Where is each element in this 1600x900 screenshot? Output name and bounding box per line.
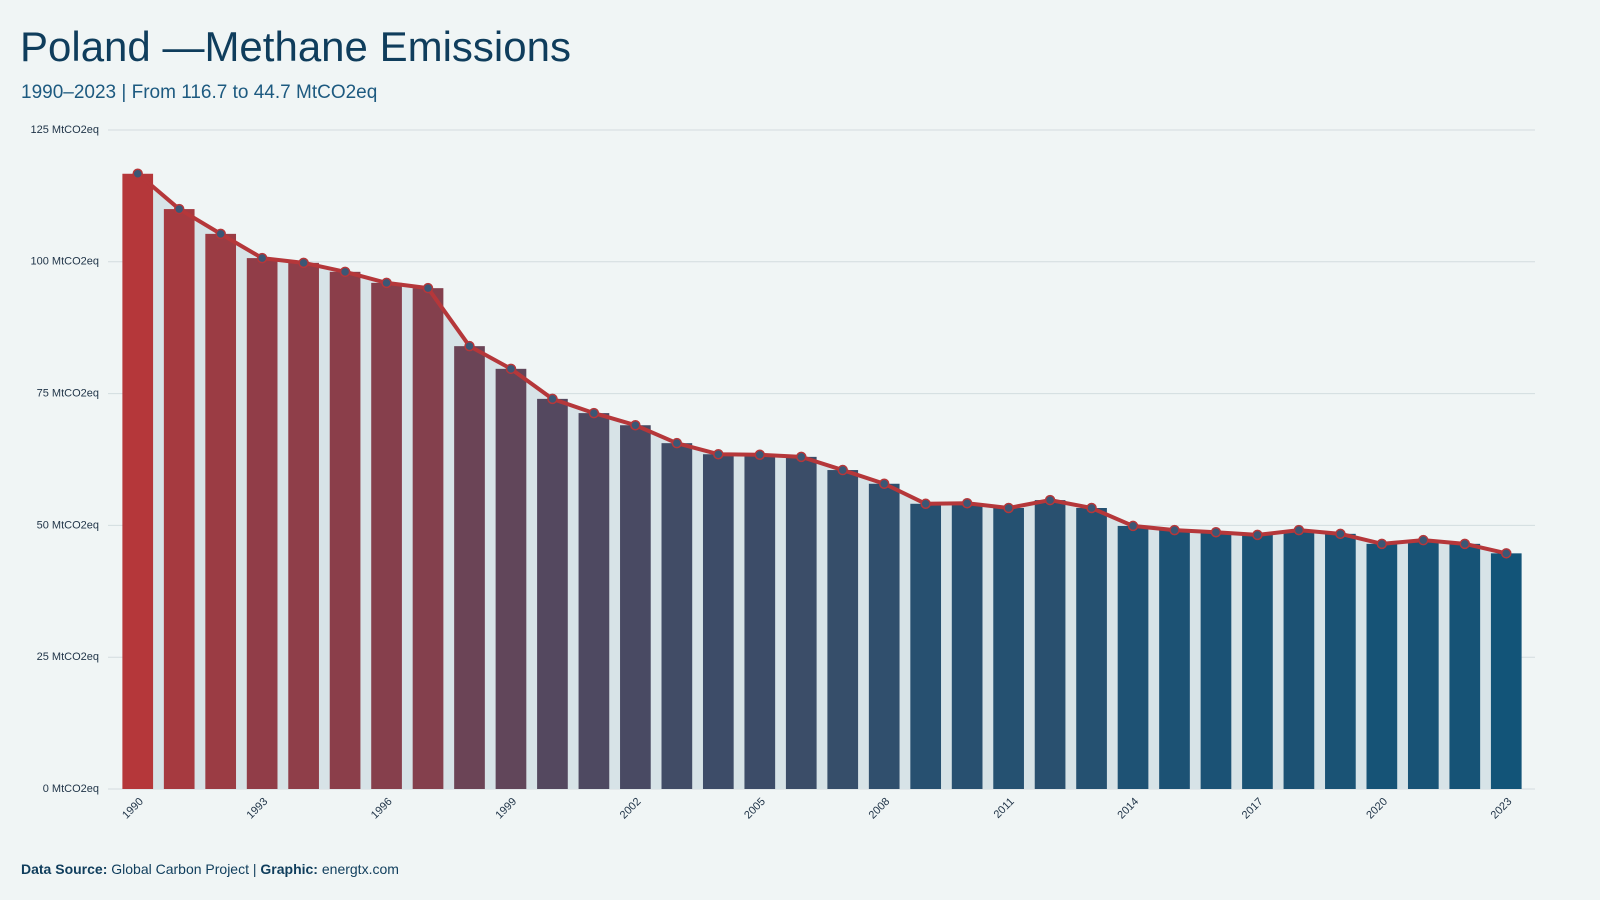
marker: [961, 498, 973, 509]
marker: [671, 437, 683, 449]
bar: [329, 271, 361, 790]
bar: [495, 368, 527, 789]
x-tick-label: 1999: [493, 796, 519, 822]
marker: [630, 419, 641, 431]
bar: [371, 282, 402, 789]
footer-graphic: energtx.com: [322, 861, 399, 877]
chart-title: Poland —Methane Emissions: [20, 23, 571, 70]
marker: [1252, 529, 1263, 541]
marker: [1335, 528, 1346, 540]
bar: [454, 346, 485, 789]
marker: [464, 340, 475, 352]
marker: [298, 257, 309, 269]
x-tick-label: 2005: [742, 796, 768, 822]
bar: [744, 454, 776, 789]
bar: [1407, 540, 1439, 789]
marker: [215, 228, 226, 240]
bar: [205, 233, 237, 789]
y-tick-label: 75 MtCO2eq: [37, 388, 99, 400]
x-tick-label: 2011: [992, 796, 1017, 821]
x-tick-label: 1990: [120, 796, 146, 822]
x-tick-label: 2002: [618, 796, 644, 822]
bar: [163, 209, 195, 789]
bar: [1449, 543, 1481, 789]
line: [136, 172, 1507, 556]
x-tick-label: 2017: [1240, 796, 1266, 822]
marker: [1003, 502, 1014, 514]
marker: [1127, 520, 1139, 532]
marker: [837, 464, 848, 476]
marker: [381, 277, 392, 289]
marker: [588, 407, 600, 419]
marker: [1459, 538, 1471, 550]
footer-source-label: Data Source:: [21, 861, 107, 877]
bar: [827, 470, 859, 789]
marker: [878, 478, 890, 490]
bar: [537, 398, 568, 789]
bar: [993, 508, 1024, 789]
y-tick-label: 125 MtCO2eq: [31, 124, 99, 136]
bar: [1366, 543, 1398, 789]
marker: [713, 448, 724, 460]
marker: [173, 203, 185, 215]
bar: [1325, 533, 1356, 789]
marker: [796, 451, 807, 463]
x-tick-label: 2014: [1115, 796, 1141, 822]
x-tick-label: 2020: [1364, 796, 1390, 822]
bar: [1490, 553, 1522, 789]
bar: [122, 173, 154, 790]
footer-graphic-label: Graphic:: [260, 861, 318, 877]
marker: [256, 252, 268, 264]
bar: [661, 443, 693, 789]
bar: [246, 258, 278, 789]
chart-subtitle: 1990–2023 | From 116.7 to 44.7 MtCO2eq: [21, 82, 377, 103]
bar: [702, 454, 734, 789]
marker: [1293, 524, 1305, 536]
bar: [868, 483, 900, 789]
bar: [288, 262, 319, 790]
x-tick-label: 1993: [245, 796, 271, 822]
marker: [754, 449, 766, 461]
footer-source: Global Carbon Project |: [111, 861, 256, 877]
marker: [505, 363, 517, 375]
marker: [1086, 502, 1097, 514]
bar: [1076, 508, 1107, 789]
marker: [547, 393, 558, 405]
bar: [1034, 500, 1066, 789]
marker: [920, 498, 931, 510]
x-tick-label: 1996: [369, 796, 395, 822]
x-tick-label: 2023: [1489, 796, 1515, 822]
bar: [1117, 525, 1149, 789]
marker: [132, 168, 143, 180]
bar: [1159, 530, 1190, 789]
bar: [785, 456, 817, 789]
marker: [1210, 527, 1222, 538]
marker: [1044, 494, 1056, 506]
y-tick-label: 25 MtCO2eq: [37, 651, 99, 663]
bar: [1283, 530, 1315, 789]
footer: Data Source: Global Carbon Project | Gra…: [21, 861, 399, 877]
marker: [1501, 548, 1512, 559]
y-tick-label: 0 MtCO2eq: [43, 783, 99, 795]
marker: [339, 266, 351, 278]
marker: [1376, 538, 1388, 550]
bar: [412, 288, 444, 789]
y-tick-label: 100 MtCO2eq: [31, 256, 99, 268]
marker: [1169, 524, 1180, 536]
bar: [1242, 534, 1273, 789]
bar: [578, 413, 610, 789]
bar: [620, 425, 651, 789]
y-tick-label: 50 MtCO2eq: [37, 519, 99, 531]
marker: [422, 282, 434, 294]
x-tick-label: 2008: [867, 796, 893, 822]
bar: [910, 503, 942, 789]
marker: [1418, 534, 1429, 546]
bar: [951, 503, 983, 789]
bar: [1200, 532, 1232, 789]
